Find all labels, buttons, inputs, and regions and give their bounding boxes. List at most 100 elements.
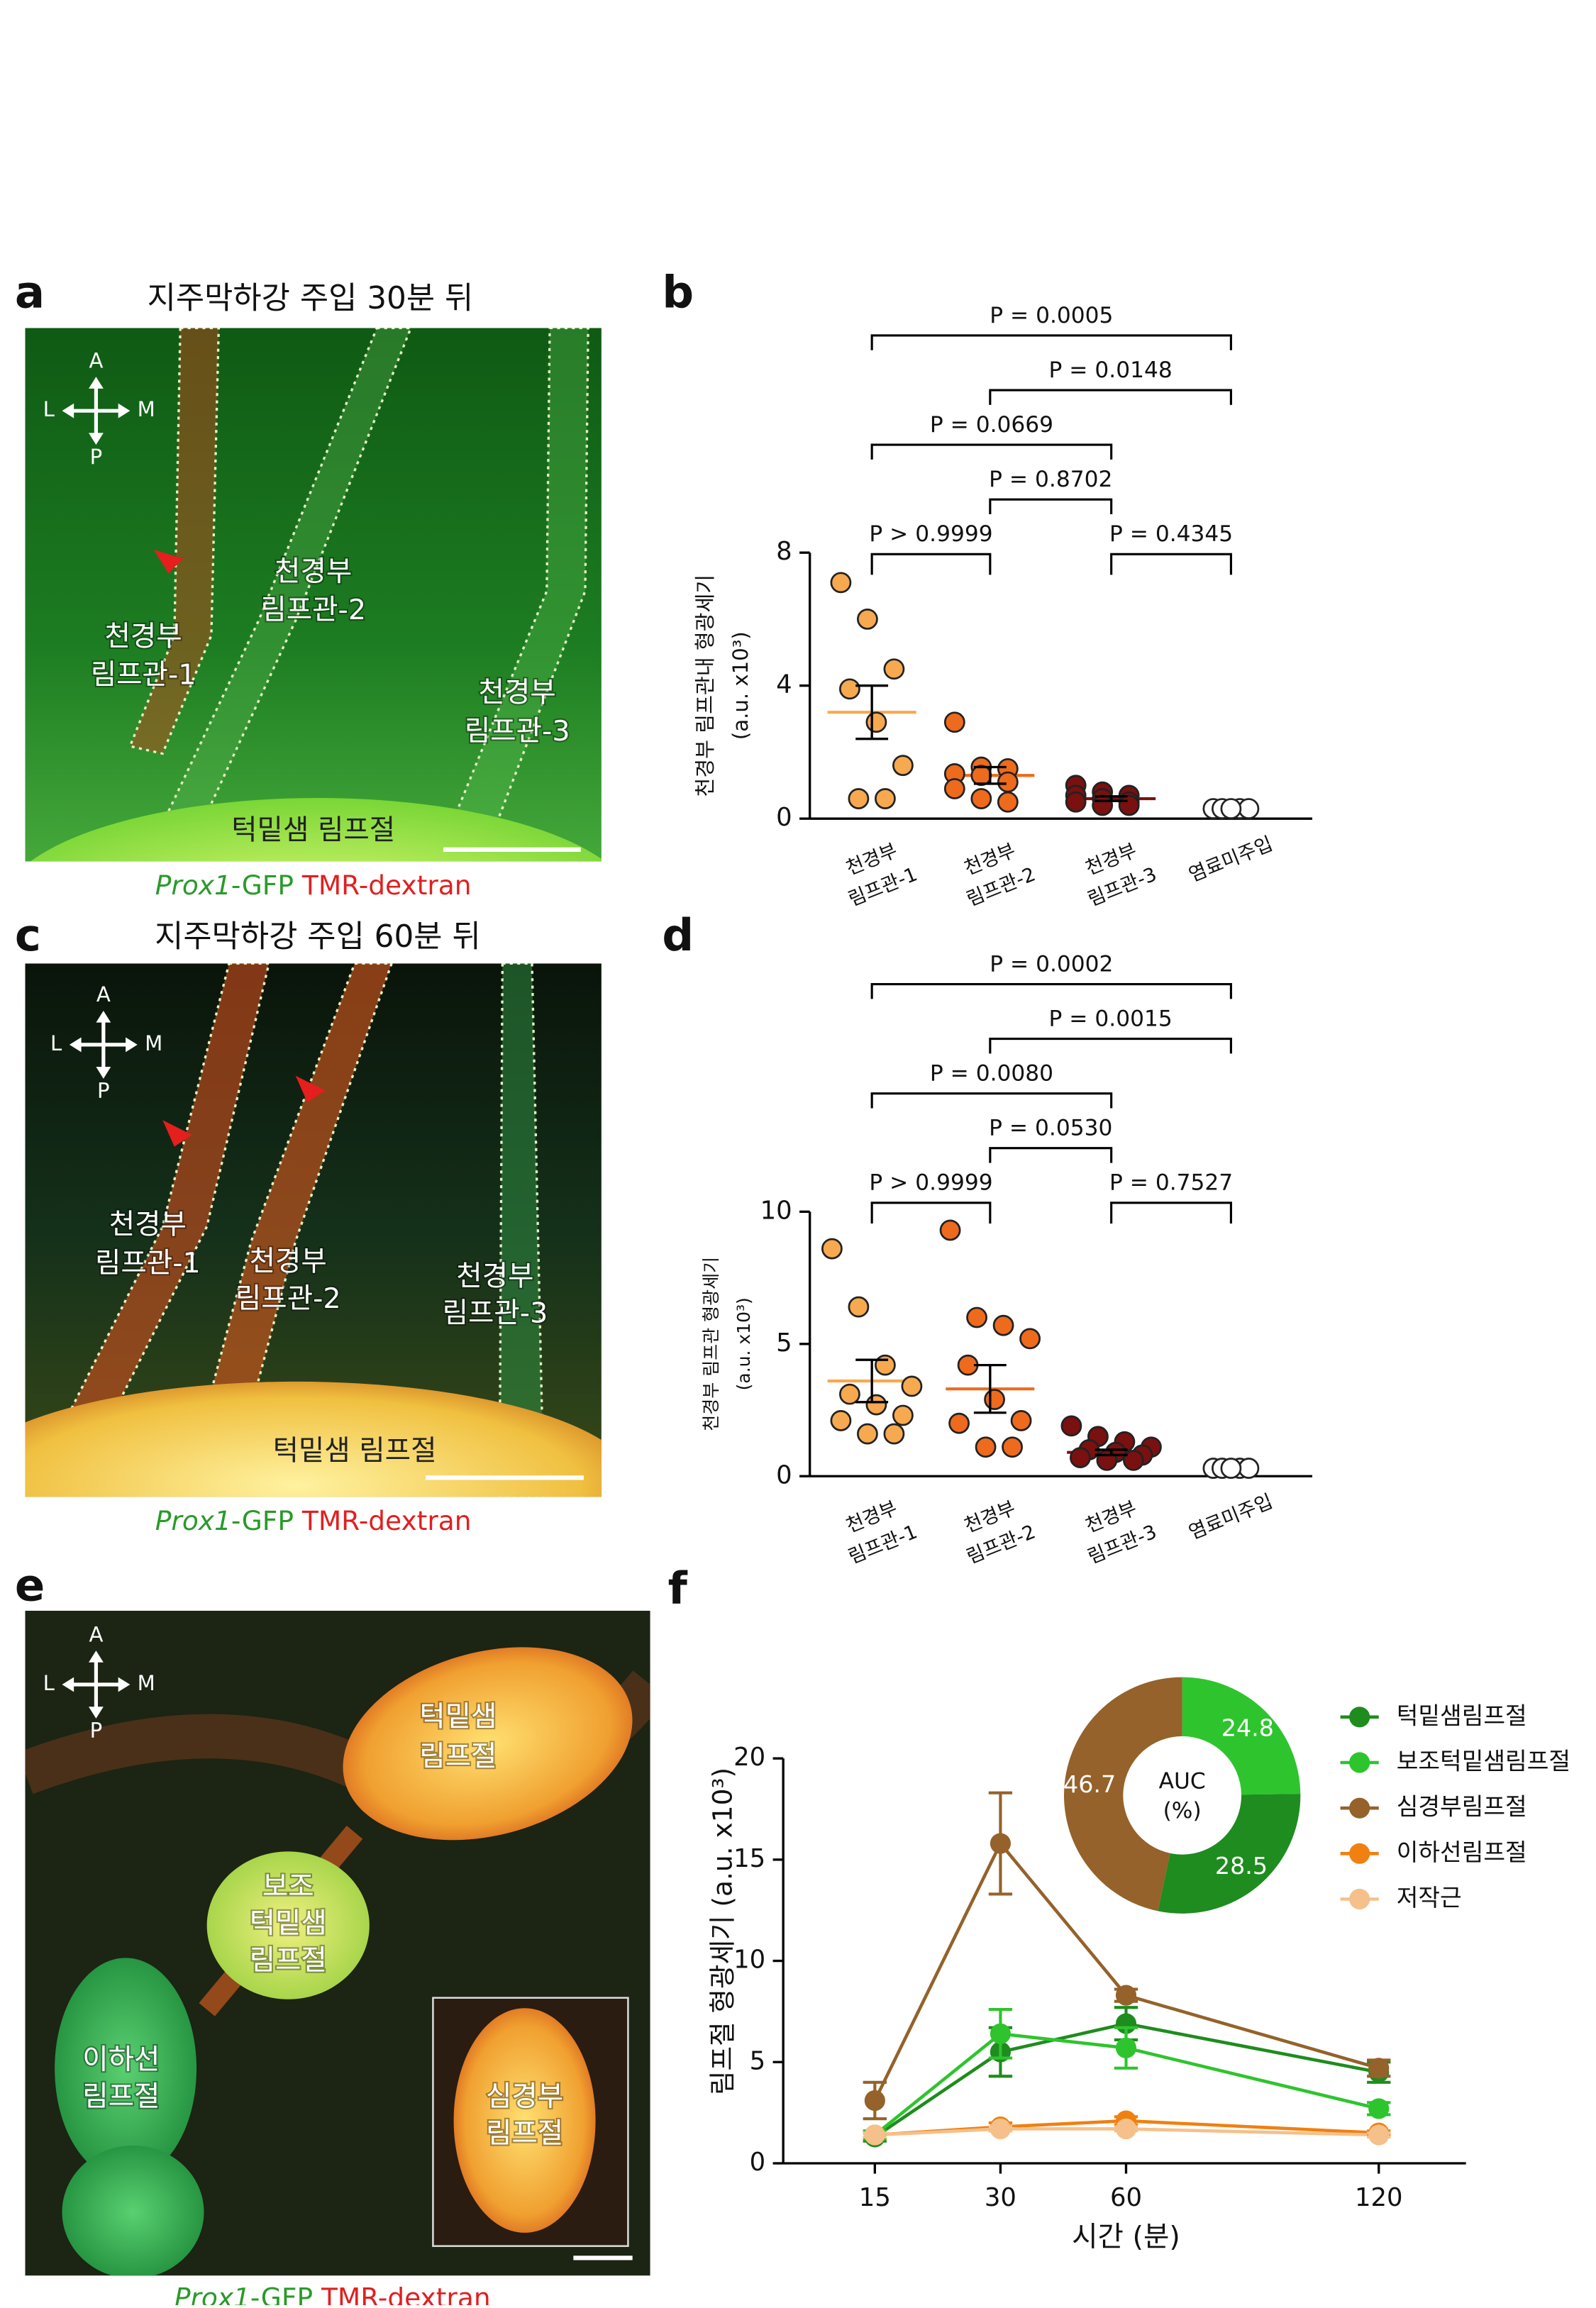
data-point — [939, 1219, 961, 1241]
panel-letter: c — [15, 909, 41, 961]
significance-bracket — [870, 334, 1232, 350]
caption: Prox1-GFP TMR-dextran — [174, 2282, 491, 2305]
caption-dye: TMR-dextran — [321, 2282, 491, 2305]
x-tick-label: 120 — [1355, 2183, 1403, 2212]
legend-marker — [1349, 1752, 1370, 1773]
series-line — [875, 2127, 1379, 2137]
legend-marker — [1349, 1888, 1370, 1910]
error-bar — [973, 765, 1007, 785]
arrowhead — [295, 1075, 326, 1103]
image-label: 림프절 — [486, 2117, 563, 2150]
image-label: 천경부 — [109, 1209, 187, 1241]
p-value-label: P = 0.0005 — [990, 303, 1113, 328]
x-tick-label: 천경부림프관-3 — [1073, 836, 1160, 910]
significance-bracket — [870, 553, 992, 575]
compass-label: M — [138, 1671, 155, 1695]
data-point — [1220, 798, 1242, 819]
data-point — [857, 1423, 878, 1445]
y-tick-label: 4 — [776, 670, 792, 699]
micrograph — [25, 1610, 650, 2276]
lymph-node — [343, 1647, 633, 1841]
data-point — [1092, 794, 1114, 816]
donut-segment — [1182, 1677, 1301, 1795]
vessel — [190, 963, 393, 1465]
image-label: 림프관-3 — [465, 715, 570, 748]
data-point — [892, 755, 914, 777]
data-point — [1002, 1436, 1023, 1458]
data-point — [992, 1314, 1014, 1336]
error-bar — [855, 1358, 889, 1404]
data-point — [865, 1394, 887, 1416]
compass-label: P — [90, 1719, 103, 1743]
p-value-label: P > 0.9999 — [869, 1170, 992, 1196]
image-label: 턱밑샘 — [419, 1700, 497, 1733]
x-tick-label: 천경부림프관-2 — [952, 836, 1038, 910]
y-axis-label: (a.u. x10³) — [733, 1297, 754, 1390]
data-point — [1096, 1449, 1118, 1471]
data-point — [1115, 2037, 1137, 2058]
data-point — [821, 1238, 843, 1260]
significance-bracket — [870, 1202, 992, 1224]
x-tick-label: 30 — [985, 2183, 1016, 2212]
significance-bracket — [870, 982, 1232, 999]
data-point — [1368, 2124, 1390, 2146]
compass-label: A — [96, 982, 111, 1006]
vessel — [128, 328, 221, 755]
caption-gfp: -GFP — [250, 2282, 313, 2305]
image-label: 심경부 — [486, 2080, 563, 2113]
significance-bracket — [1110, 553, 1232, 575]
p-value-label: P = 0.7527 — [1109, 1170, 1233, 1196]
compass-label: M — [138, 397, 155, 421]
p-value-label: P = 0.0080 — [930, 1061, 1053, 1087]
panel-letter: f — [668, 1563, 688, 1614]
compass-head — [126, 1037, 138, 1053]
image-label: 림프관-3 — [443, 1297, 548, 1330]
x-tick-label: 염료미주입 — [1185, 833, 1275, 886]
p-value-label: P = 0.8702 — [989, 467, 1112, 492]
image-label: 턱밑샘 림프절 — [231, 814, 395, 846]
compass: A L M P — [43, 348, 155, 468]
data-point — [990, 2023, 1011, 2044]
image-label: 림프절 — [419, 1741, 497, 1773]
data-point — [1010, 1410, 1032, 1431]
p-value-label: P = 0.0530 — [989, 1116, 1112, 1141]
data-point — [1115, 1985, 1137, 2006]
data-point — [997, 791, 1019, 813]
lymph-node — [62, 2146, 204, 2276]
image-label: 림프관-2 — [260, 594, 366, 626]
data-point — [943, 711, 965, 733]
y-axis-label: 림프절 형광세기 (a.u. x10³) — [706, 1768, 738, 2095]
legend-marker — [1349, 1843, 1370, 1864]
significance-bracket — [989, 498, 1113, 514]
donut-segment — [1158, 1794, 1301, 1914]
data-point — [875, 1354, 896, 1376]
legend-label: 턱밑샘림프절 — [1397, 1702, 1527, 1729]
compass-head — [96, 1067, 111, 1079]
data-point — [1123, 1449, 1144, 1471]
x-axis-label: 시간 (분) — [1072, 2221, 1180, 2253]
data-point — [839, 678, 860, 700]
data-point — [975, 1436, 997, 1458]
data-point — [970, 765, 992, 787]
data-point — [1065, 791, 1087, 813]
compass-head — [89, 377, 104, 389]
donut-segment — [1063, 1677, 1182, 1912]
x-tick-label: 염료미주입 — [1185, 1490, 1275, 1543]
data-point — [990, 1833, 1011, 1854]
donut-label: 46.7 — [1063, 1770, 1116, 1798]
p-value-label: P = 0.0148 — [1049, 357, 1173, 383]
x-tick-label: 천경부림프관-1 — [834, 836, 921, 910]
compass-head — [118, 1677, 131, 1692]
x-tick-label: 천경부림프관-3 — [1073, 1493, 1160, 1568]
significance-bracket — [989, 1038, 1232, 1054]
caption-dye: TMR-dextran — [301, 870, 472, 901]
vessel — [42, 963, 270, 1465]
vessel — [143, 328, 412, 862]
image-label: 림프절 — [250, 1944, 327, 1977]
y-axis-label: (a.u. x10³) — [728, 631, 753, 740]
compass-head — [62, 403, 74, 418]
series-line — [873, 2031, 1380, 2136]
compass-head — [69, 1037, 82, 1053]
data-point — [857, 609, 878, 630]
